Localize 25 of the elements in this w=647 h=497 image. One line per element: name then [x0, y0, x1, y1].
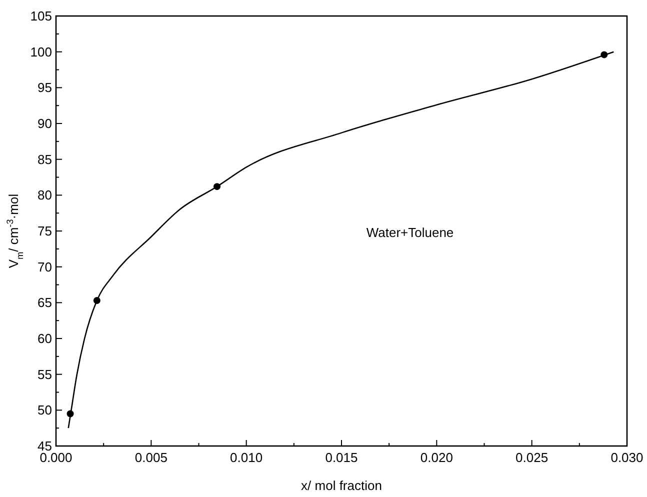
- y-tick-label: 80: [38, 188, 52, 203]
- y-tick-label: 70: [38, 259, 52, 274]
- line-series: [68, 51, 614, 429]
- x-tick-label: 0.005: [134, 450, 168, 465]
- point: [600, 51, 608, 58]
- y-tick-label: 50: [38, 402, 52, 418]
- point: [214, 183, 221, 190]
- y-tick-label: 95: [38, 80, 52, 96]
- annotation: Water+Toluene: [366, 225, 454, 240]
- y-tick-label: 60: [38, 331, 52, 346]
- x-tick-label: 0.020: [420, 450, 453, 465]
- x-tick-label: 0.025: [516, 450, 548, 465]
- y-tick-label: 55: [38, 366, 52, 382]
- y-tick-label: 100: [30, 44, 52, 60]
- x-tick-label: 0.015: [325, 450, 358, 465]
- point: [66, 410, 74, 418]
- y-tick-label: 85: [38, 152, 52, 167]
- x-axis-title: x/ mol fraction: [301, 478, 382, 493]
- x-tick-label: 0.030: [610, 450, 644, 465]
- y-tick-label: 75: [38, 224, 52, 238]
- y-tick-label: 65: [38, 295, 52, 310]
- point: [93, 297, 100, 304]
- y-tick-label: 90: [38, 116, 52, 131]
- x-tick-label: 0.010: [230, 450, 263, 465]
- y-tick-label: 105: [30, 8, 52, 24]
